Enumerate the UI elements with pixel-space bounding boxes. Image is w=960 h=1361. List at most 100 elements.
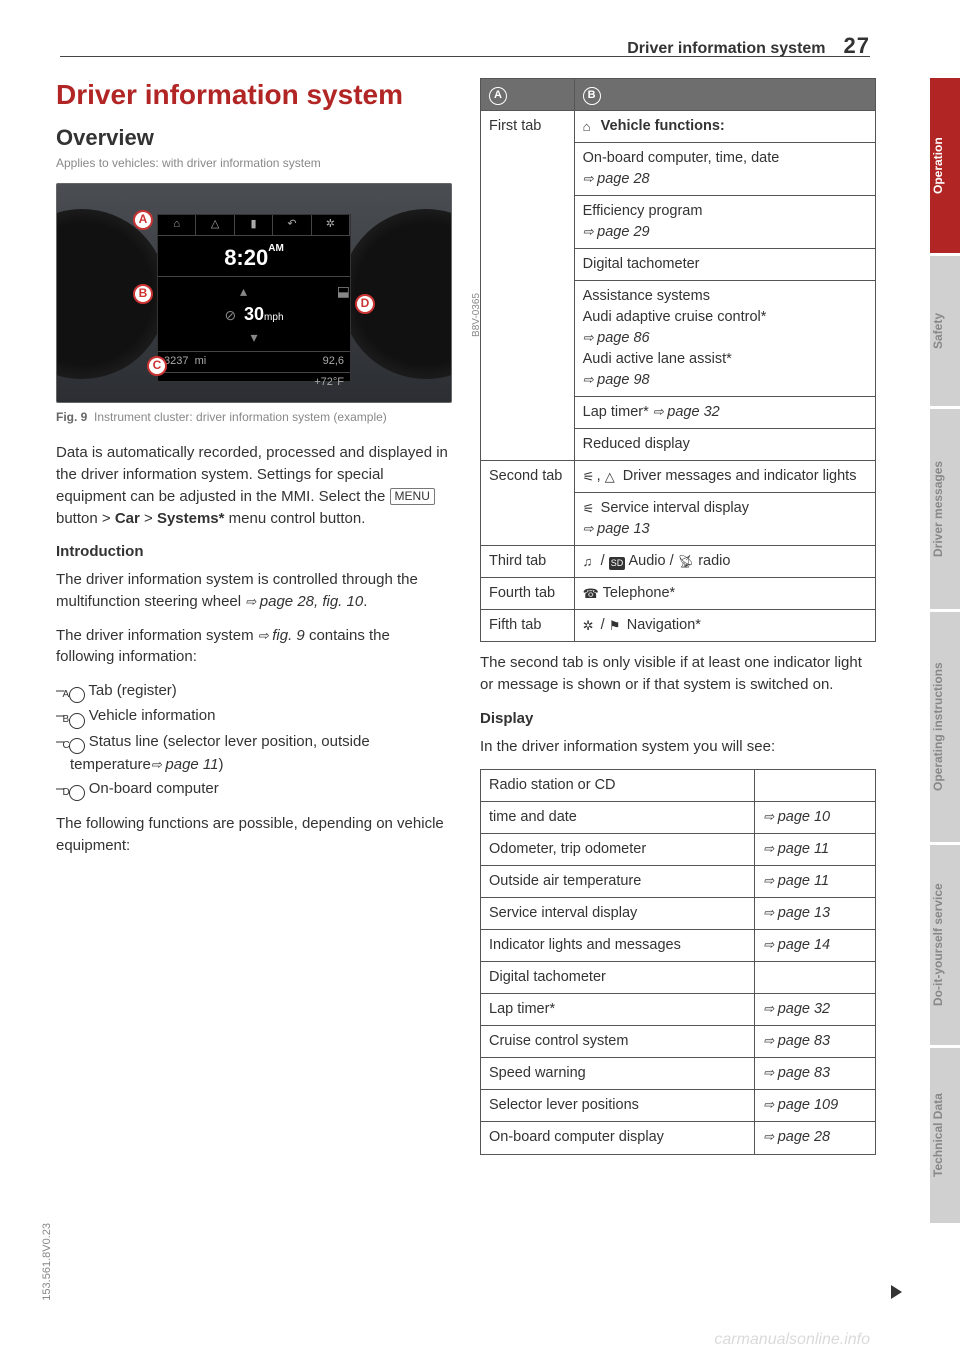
cell: Radio station or CD <box>481 770 755 802</box>
cell <box>755 770 876 802</box>
list-item: C Status line (selector lever position, … <box>56 731 452 776</box>
note-icon: ♫ <box>583 553 597 572</box>
right-column: A B First tab ⌂ Vehicle functions: On-bo… <box>480 78 876 1165</box>
r9b: page 83 <box>763 1033 830 1049</box>
cell: page 11 <box>755 866 876 898</box>
cell: page 32 <box>755 994 876 1026</box>
cell-fifth-tab: Fifth tab <box>481 610 575 642</box>
continue-icon <box>891 1285 902 1299</box>
tab-operation[interactable]: Operation <box>930 78 960 253</box>
cell: page 28 <box>755 1122 876 1154</box>
time-val: 8:20 <box>224 245 268 270</box>
cell-fourth-tab: Fourth tab <box>481 578 575 610</box>
li-a: Tab (register) <box>88 682 176 699</box>
side-tabs: Operation Safety Driver messages Operati… <box>930 78 960 1226</box>
fig-text: Instrument cluster: driver information s… <box>94 410 387 424</box>
cell: page 83 <box>755 1026 876 1058</box>
vf5: Lap timer* <box>583 404 653 420</box>
tab-operating-instructions[interactable]: Operating instructions <box>930 612 960 842</box>
p2-ref: page 28, fig. 10 <box>245 593 363 610</box>
cell: ⚟, △ Driver messages and indicator light… <box>574 461 875 493</box>
ampm: AM <box>268 243 284 254</box>
cell: ✲ / ⚑ Navigation* <box>574 610 875 642</box>
cell: Odometer, trip odometer <box>481 834 755 866</box>
page-header: Driver information system 27 <box>60 30 870 62</box>
vf4c: Audi active lane assist* <box>583 351 732 367</box>
r12b: page 28 <box>763 1129 830 1145</box>
cell: On-board computer display <box>481 1122 755 1154</box>
engine-icon: ⚟ <box>583 468 597 487</box>
s2: Service interval display <box>601 500 749 516</box>
list-item: B Vehicle information <box>56 705 452 728</box>
para-4: The following functions are possible, de… <box>56 813 452 857</box>
cell: Speed warning <box>481 1058 755 1090</box>
cell: ⚟ Service interval display page 13 <box>574 493 875 546</box>
cell: Lap timer* page 32 <box>574 397 875 429</box>
odo-unit: mi <box>195 355 207 367</box>
fig-num: Fig. 9 <box>56 410 87 424</box>
circ-d: D <box>69 785 85 801</box>
r10b: page 83 <box>763 1065 830 1081</box>
list-item: A Tab (register) <box>56 680 452 703</box>
applies-note: Applies to vehicles: with driver informa… <box>56 155 452 172</box>
phone-icon: ↶ <box>273 215 311 235</box>
cell: page 10 <box>755 802 876 834</box>
temp-row: +72°F <box>158 373 350 393</box>
cell: Assistance systems Audi adaptive cruise … <box>574 281 875 397</box>
circ-b: B <box>69 713 85 729</box>
cell-vf-title: ⌂ Vehicle functions: <box>574 111 875 143</box>
header-rule <box>60 56 870 57</box>
vf4bref: page 86 <box>583 330 650 346</box>
p1e: Systems* <box>157 510 225 527</box>
speed-unit: mph <box>264 312 283 323</box>
figure-code: B8V-0365 <box>470 293 485 337</box>
th-b: B <box>574 79 875 111</box>
cell <box>755 962 876 994</box>
li-c2: ) <box>219 756 224 773</box>
cell: Selector lever positions <box>481 1090 755 1122</box>
dis-screen: ⌂ △ ▮ ↶ ✲ 8:20AM ▴ ⬓ ⊘ 30mph ▾ <box>157 214 351 382</box>
cell: Lap timer* <box>481 994 755 1026</box>
p1f: menu control button. <box>224 510 365 527</box>
tab-technical-data[interactable]: Technical Data <box>930 1048 960 1223</box>
antenna-icon: 📡︎ <box>678 553 695 572</box>
cell: ☎︎ Telephone* <box>574 578 875 610</box>
para-1: Data is automatically recorded, processe… <box>56 442 452 529</box>
s2ref: page 13 <box>583 521 650 537</box>
callout-a: A <box>133 210 153 230</box>
odo-row: 3237 mi 92,6 <box>158 352 350 373</box>
compass-icon: ✲ <box>583 617 597 636</box>
tab-driver-messages[interactable]: Driver messages <box>930 409 960 609</box>
tabs-table: A B First tab ⌂ Vehicle functions: On-bo… <box>480 78 876 642</box>
speed-val: 30 <box>244 304 264 324</box>
list-item: D On-board computer <box>56 778 452 801</box>
callout-d: D <box>355 294 375 314</box>
cell: page 83 <box>755 1058 876 1090</box>
warn-icon: △ <box>605 468 619 487</box>
figure-caption: Fig. 9 Instrument cluster: driver inform… <box>56 409 452 426</box>
cell: page 109 <box>755 1090 876 1122</box>
fi1: Navigation* <box>627 617 701 633</box>
callout-c: C <box>147 356 167 376</box>
main-content: Driver information system Overview Appli… <box>56 78 876 1165</box>
audio-icon: ▮ <box>235 215 273 235</box>
tab-icon-row: ⌂ △ ▮ ↶ ✲ <box>158 215 350 236</box>
nav-icon: ✲ <box>312 215 350 235</box>
para-2: The driver information system is control… <box>56 569 452 613</box>
circ-c: C <box>69 738 85 754</box>
footer-code: 153.561.8V0.23 <box>40 1223 56 1301</box>
car-icon: ⌂ <box>158 215 196 235</box>
tab-diy-service[interactable]: Do-it-yourself service <box>930 845 960 1045</box>
cell: On-board computer, time, datepage 28 <box>574 143 875 196</box>
vf2ref: page 29 <box>583 224 650 240</box>
p2b: . <box>363 593 367 610</box>
vf1ref: page 28 <box>583 171 650 187</box>
wrench-icon: ⚟ <box>583 500 597 519</box>
warn-icon: △ <box>196 215 234 235</box>
li-c-ref: page 11 <box>151 756 219 773</box>
tab-safety[interactable]: Safety <box>930 256 960 406</box>
cell: Digital tachometer <box>574 249 875 281</box>
cell: Indicator lights and messages <box>481 930 755 962</box>
cell: ♫ / SD Audio / 📡︎ radio <box>574 546 875 578</box>
cell: Cruise control system <box>481 1026 755 1058</box>
